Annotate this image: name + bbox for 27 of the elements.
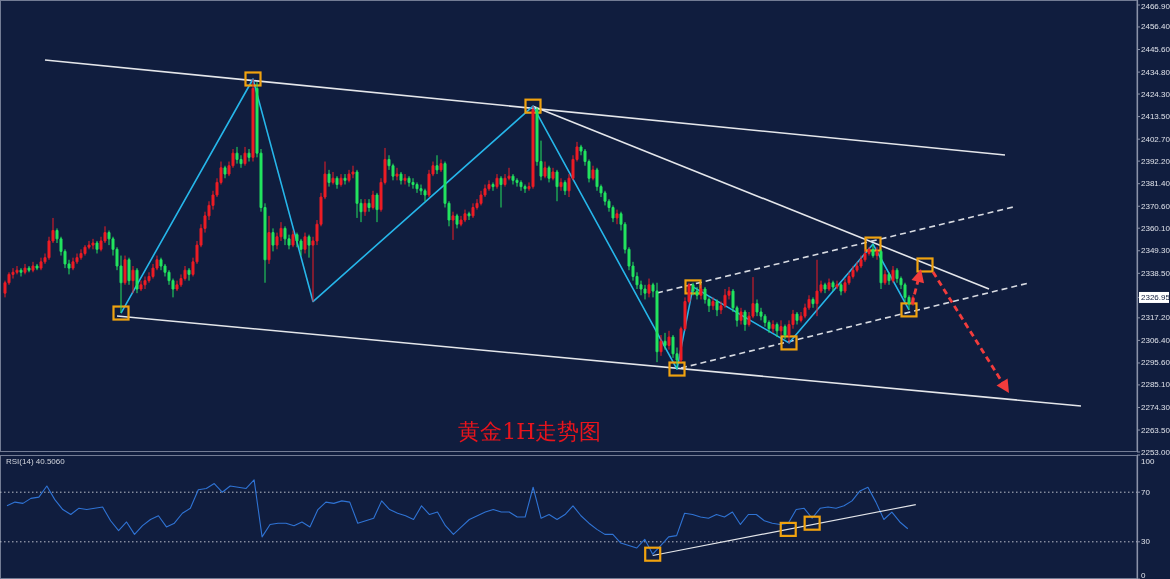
y-tick-label: 2445.60 [1141, 45, 1170, 55]
y-tick-label: 2370.60 [1141, 201, 1170, 211]
y-tick-label: 2349.30 [1141, 246, 1170, 256]
y-tick-label: 2424.30 [1141, 89, 1170, 99]
y-tick-label: 2253.00 [1141, 447, 1170, 457]
y-tick-label: 2381.40 [1141, 179, 1170, 189]
y-tick-label: 2306.40 [1141, 335, 1170, 345]
y-tick-label: 2402.70 [1141, 134, 1170, 144]
y-tick-label: 2295.60 [1141, 358, 1170, 368]
y-tick-label: 2263.50 [1141, 425, 1170, 435]
y-tick-label: 70 [1141, 487, 1151, 497]
y-tick-label: 0 [1141, 570, 1146, 579]
y-tick-label: 100 [1141, 456, 1155, 466]
y-tick-label: 2456.40 [1141, 22, 1170, 32]
y-tick-label: 2326.95 [1141, 292, 1170, 302]
y-tick-label: 2434.80 [1141, 67, 1170, 77]
y-tick-label: 2274.30 [1141, 402, 1170, 412]
y-tick-label: 2285.10 [1141, 380, 1170, 390]
y-tick-label: 2338.50 [1141, 268, 1170, 278]
y-tick-label: 2392.20 [1141, 156, 1170, 166]
y-tick-label: 2413.50 [1141, 112, 1170, 122]
annotation: 黄金1H走势图 [458, 419, 602, 444]
chart-title: RSI(14) 40.5060 [6, 457, 66, 466]
y-tick-label: 30 [1141, 537, 1151, 547]
y-tick-label: 2466.90 [1141, 1, 1170, 11]
y-tick-label: 2360.10 [1141, 223, 1170, 233]
y-tick-label: 2317.20 [1141, 313, 1170, 323]
